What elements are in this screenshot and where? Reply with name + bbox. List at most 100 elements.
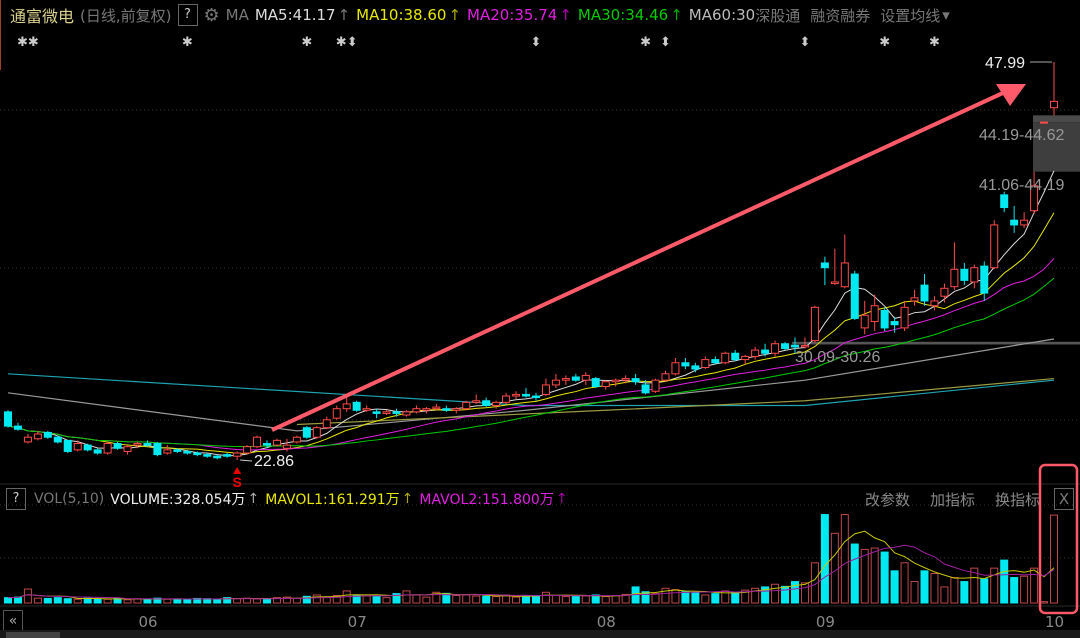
volume-bar [671, 589, 680, 604]
link-sgt[interactable]: 深股通 [755, 6, 801, 25]
volume-bar [1020, 575, 1029, 604]
candle [781, 342, 790, 351]
event-marker: ⬍ [531, 35, 542, 50]
volume-help-button[interactable]: ? [6, 488, 26, 510]
help-button[interactable]: ? [177, 4, 198, 26]
candle-body [462, 401, 471, 410]
candle-body [980, 265, 989, 294]
volume-bar [332, 594, 341, 604]
volume-bar [1040, 601, 1049, 604]
candle-body [33, 433, 42, 440]
arrow-up-icon: ↑ [448, 6, 462, 24]
gear-icon[interactable]: ⚙ [203, 4, 220, 26]
candle [920, 274, 929, 306]
volume-bar [761, 586, 770, 604]
candle-body [73, 443, 82, 451]
candle-body [292, 436, 301, 443]
edit-params-button[interactable]: 改参数 [864, 490, 910, 509]
volume-bar [850, 543, 859, 604]
link-ma-settings[interactable]: 设置均线 [880, 6, 941, 25]
candle-body [771, 343, 780, 354]
volume-bar [362, 595, 371, 604]
link-margin[interactable]: 融资融券 [810, 6, 871, 25]
add-indicator-button[interactable]: 加指标 [929, 490, 975, 509]
chevron-down-icon[interactable]: ▾ [942, 6, 950, 24]
candle-body [83, 444, 92, 451]
scrollbar-thumb[interactable] [6, 632, 60, 638]
candle-body [900, 306, 909, 329]
volume-bar [751, 587, 760, 604]
candle-body [272, 439, 281, 446]
candle-body [372, 411, 381, 414]
volume-bar [771, 583, 780, 604]
candle-body [502, 395, 511, 403]
candle [761, 343, 770, 357]
close-icon[interactable]: X [1054, 488, 1074, 510]
switch-indicator-button[interactable]: 换指标 [994, 490, 1040, 509]
candle [13, 422, 22, 431]
candle [292, 435, 301, 444]
ma-label[interactable]: MA [225, 6, 249, 24]
candle-body [551, 379, 560, 386]
candle [980, 261, 989, 301]
candle-body [731, 352, 740, 361]
gap-label: 30.09-30.26 [795, 349, 881, 366]
scroll-back-button[interactable]: « [3, 610, 23, 632]
volume-bar [930, 573, 939, 604]
candle-body [671, 362, 680, 375]
scrollbar[interactable] [0, 630, 1080, 638]
candle-body [940, 287, 949, 297]
volume-bar [392, 593, 401, 604]
candle-body [23, 436, 32, 443]
candle-body [1020, 219, 1029, 226]
candle [601, 380, 610, 390]
candle [133, 441, 142, 449]
candle-body [482, 400, 491, 407]
candle [671, 357, 680, 376]
volume-bar [641, 591, 650, 604]
volume-bar [93, 598, 102, 604]
candle [741, 354, 750, 365]
candle [173, 448, 182, 454]
volume-indicator-name[interactable]: VOL(5,10) [34, 491, 105, 507]
candle [213, 454, 222, 460]
candle [332, 405, 341, 420]
candle [83, 443, 92, 452]
volume-bar [541, 591, 550, 604]
event-marker: ✱ [301, 35, 312, 50]
volume-bar [651, 593, 660, 604]
candle-body [153, 443, 162, 456]
period-label[interactable]: (日线,前复权) [80, 6, 172, 25]
candle-body [790, 344, 799, 348]
candle-body [412, 408, 421, 413]
volume-bar [940, 586, 949, 604]
volume-bar [561, 596, 570, 604]
candle-body [711, 359, 720, 364]
candle [970, 264, 979, 289]
candle-body [890, 321, 899, 326]
volume-bar [781, 585, 790, 604]
candle-body [611, 379, 620, 383]
volume-bar [1000, 559, 1009, 604]
candle-body [781, 343, 790, 349]
event-marker: ✱ [879, 35, 890, 50]
signal-triangle-icon [233, 467, 242, 474]
candle [302, 426, 311, 439]
candle-body [442, 408, 451, 411]
candle-body [701, 359, 710, 368]
volume-bar [4, 597, 12, 604]
volume-bar [950, 577, 959, 604]
volume-bar [53, 597, 62, 604]
volume-bar [691, 592, 700, 604]
candle [681, 357, 690, 370]
mavol2-line [7, 544, 1055, 600]
volume-bar [860, 548, 869, 604]
volume-bar [183, 598, 192, 604]
candle [850, 270, 859, 320]
candle [103, 441, 112, 455]
candle-body [113, 443, 122, 449]
volume-bar [382, 597, 391, 604]
candle-body [452, 408, 461, 411]
ma-olive-line [296, 377, 1055, 426]
